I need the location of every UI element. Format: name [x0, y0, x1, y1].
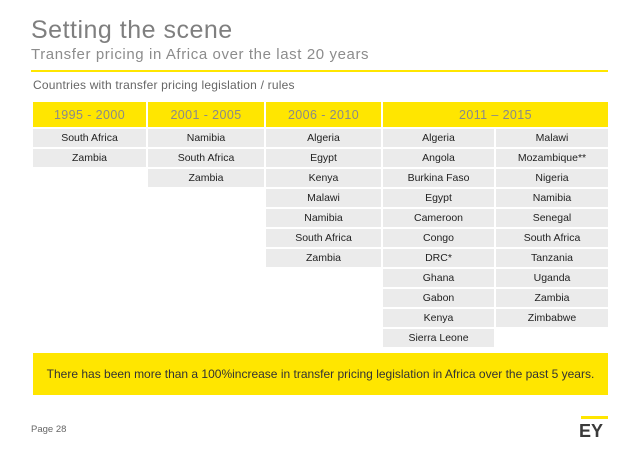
table-cell: DRC*: [383, 249, 494, 267]
header-2006-2010: 2006 - 2010: [266, 102, 381, 127]
table-cell: Egypt: [266, 149, 381, 167]
table-cell: Algeria: [383, 129, 494, 147]
title-divider: [31, 70, 608, 72]
table-cell: Tanzania: [496, 249, 608, 267]
page-number: Page 28: [31, 424, 67, 435]
slide-subtitle: Transfer pricing in Africa over the last…: [31, 46, 370, 63]
ey-logo-icon: EY: [579, 416, 608, 438]
callout-box: There has been more than a 100%increase …: [33, 353, 608, 395]
table-cell: Ghana: [383, 269, 494, 287]
table-cell: Gabon: [383, 289, 494, 307]
table-cell: Namibia: [148, 129, 264, 147]
table-cell: Cameroon: [383, 209, 494, 227]
header-2001-2005: 2001 - 2005: [148, 102, 264, 127]
table-cell: Zimbabwe: [496, 309, 608, 327]
header-1995-2000: 1995 - 2000: [33, 102, 146, 127]
table-cell: Egypt: [383, 189, 494, 207]
table-cell: Zambia: [33, 149, 146, 167]
table-cell: South Africa: [148, 149, 264, 167]
callout-text: There has been more than a 100%increase …: [46, 367, 595, 381]
table-cell: Senegal: [496, 209, 608, 227]
slide-title: Setting the scene: [31, 16, 233, 44]
table-cell: Angola: [383, 149, 494, 167]
table-cell: South Africa: [266, 229, 381, 247]
table-cell: Burkina Faso: [383, 169, 494, 187]
legislation-table: 1995 - 2000 2001 - 2005 2006 - 2010 2011…: [33, 102, 608, 347]
table-cell: Kenya: [383, 309, 494, 327]
table-cell: Zambia: [266, 249, 381, 267]
table-cell: Zambia: [496, 289, 608, 307]
table-cell: Mozambique**: [496, 149, 608, 167]
section-label: Countries with transfer pricing legislat…: [33, 78, 295, 92]
table-cell: Algeria: [266, 129, 381, 147]
table-cell: Uganda: [496, 269, 608, 287]
header-2011-2015: 2011 – 2015: [383, 102, 608, 127]
table-cell: Congo: [383, 229, 494, 247]
table-cell: South Africa: [33, 129, 146, 147]
table-cell: South Africa: [496, 229, 608, 247]
table-cell: Sierra Leone: [383, 329, 494, 347]
table-cell: Nigeria: [496, 169, 608, 187]
ey-logo-text: EY: [579, 421, 603, 438]
table-cell: Namibia: [266, 209, 381, 227]
table-cell: Malawi: [266, 189, 381, 207]
table-cell: Namibia: [496, 189, 608, 207]
table-cell: Zambia: [148, 169, 264, 187]
table-cell: Malawi: [496, 129, 608, 147]
table-cell: Kenya: [266, 169, 381, 187]
